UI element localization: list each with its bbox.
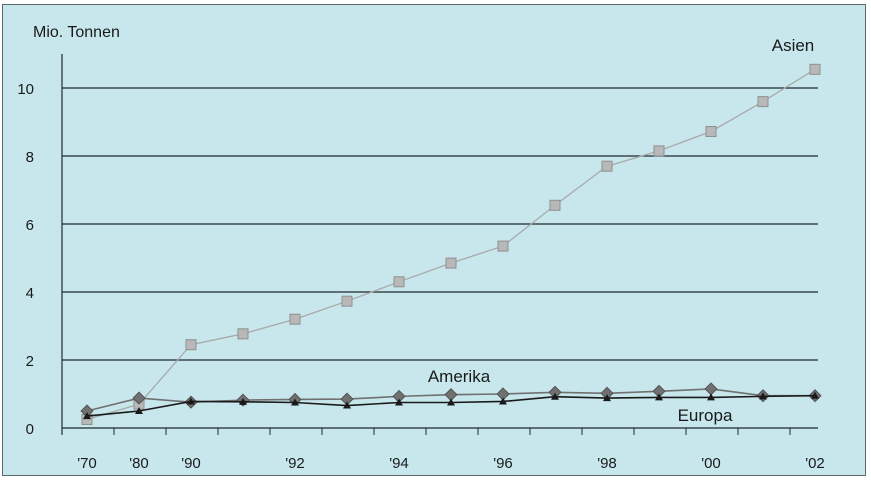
data-point-europa (707, 393, 715, 401)
data-point-europa (811, 391, 819, 399)
data-point-europa (135, 407, 143, 414)
x-tick-label: '96 (493, 455, 513, 472)
data-point-asien (393, 276, 405, 288)
x-tick-label: '98 (597, 455, 617, 472)
x-tick-label: '00 (701, 455, 721, 472)
x-tick-label: '92 (285, 455, 305, 472)
data-point-asien (809, 63, 821, 75)
data-point-europa (343, 401, 351, 409)
x-tick-label: '80 (129, 455, 149, 472)
data-point-asien (237, 328, 249, 340)
data-point-europa (603, 394, 611, 402)
series-label-europa: Europa (678, 406, 733, 425)
y-tick-label: 10 (17, 81, 34, 98)
y-tick-label: 2 (26, 353, 34, 370)
series-label-asien: Asien (772, 36, 815, 55)
data-point-europa (551, 392, 559, 400)
x-tick-label: '02 (805, 455, 825, 472)
y-tick-label: 8 (26, 149, 34, 166)
x-tick-label: '90 (181, 455, 201, 472)
data-point-europa (187, 397, 195, 405)
data-point-europa (759, 392, 767, 400)
y-tick-label: 0 (26, 421, 34, 438)
y-tick-label: 4 (26, 285, 34, 302)
data-point-europa (395, 398, 403, 406)
x-tick-label: '94 (389, 455, 409, 472)
data-point-asien (705, 126, 717, 138)
data-point-asien (341, 295, 353, 307)
series-label-amerika: Amerika (428, 367, 491, 386)
data-point-asien (757, 96, 769, 108)
data-point-asien (289, 313, 301, 325)
data-point-asien (185, 339, 197, 351)
y-axis-label: Mio. Tonnen (33, 24, 120, 41)
data-point-europa (83, 412, 91, 420)
x-tick-label: '70 (77, 455, 97, 472)
data-point-europa (447, 398, 455, 406)
data-point-asien (497, 240, 509, 252)
data-point-asien (445, 257, 457, 269)
data-point-europa (655, 393, 663, 401)
data-point-europa (239, 397, 247, 405)
data-point-amerika (704, 382, 718, 396)
data-point-amerika (132, 391, 146, 405)
data-point-europa (499, 397, 507, 405)
data-point-europa (291, 398, 299, 406)
data-point-asien (549, 199, 561, 211)
y-tick-label: 6 (26, 217, 34, 234)
data-point-asien (653, 145, 665, 157)
data-point-asien (601, 160, 613, 172)
